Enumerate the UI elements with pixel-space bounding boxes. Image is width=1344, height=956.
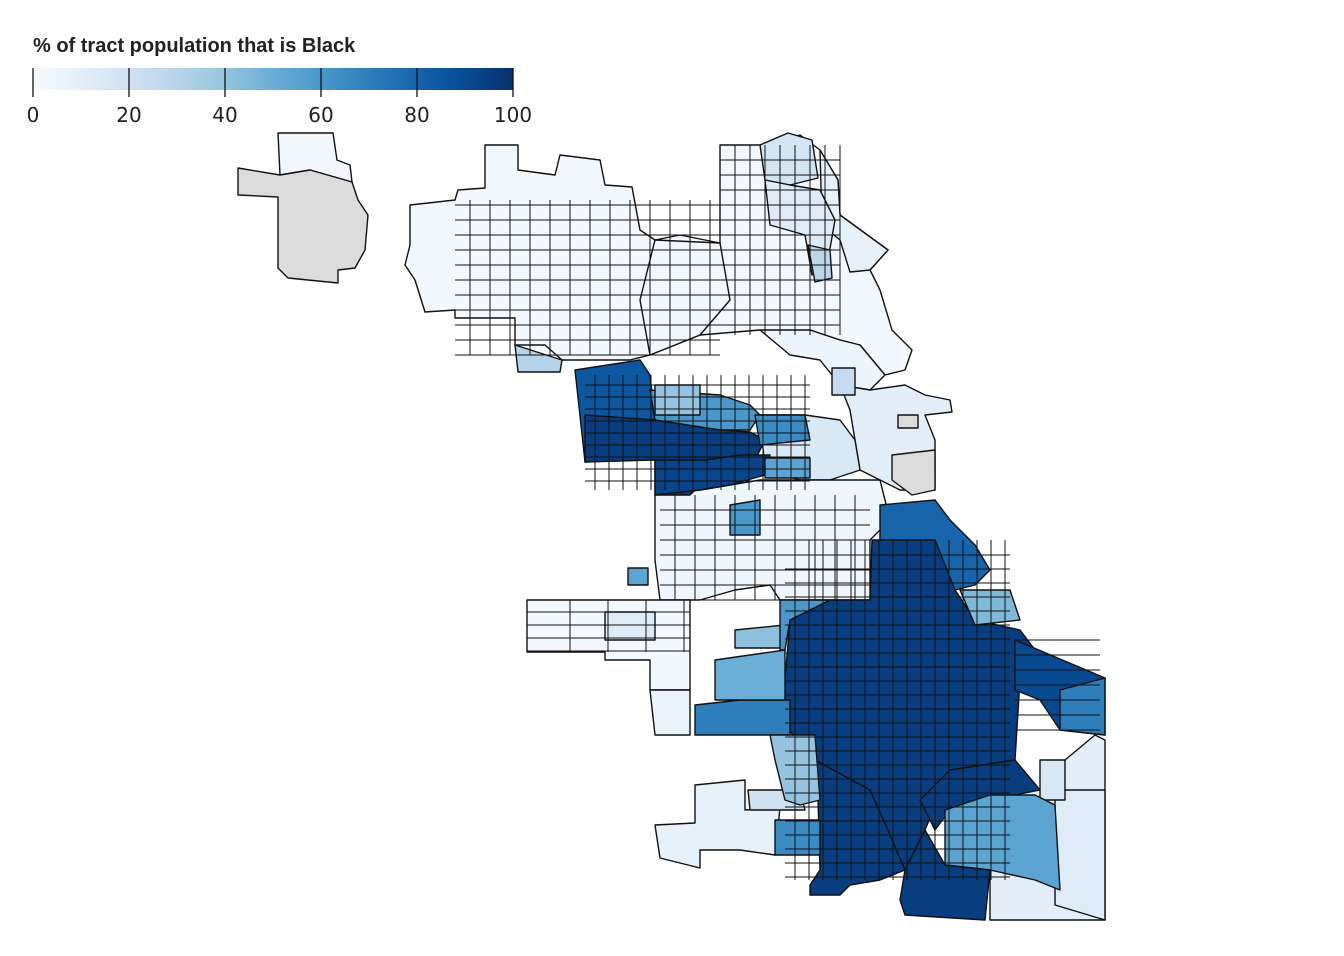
legend-tick-label: 80 [404,103,429,127]
tract-west-lawn [604,611,656,641]
legend-color-ramp [33,68,513,90]
tract-rogers-park [759,132,819,186]
legend-tick-label: 40 [212,103,237,127]
legend-tick-label: 0 [27,103,40,127]
tract-lv-small [627,567,649,586]
tract-ohare-airport [237,167,369,284]
tract-ashburn-east [714,649,786,701]
legend-scale: 0 20 40 60 80 100 [27,68,532,127]
tract-gold-coast [897,414,919,429]
tract-near-northwest-a [639,239,731,356]
color-legend: % of tract population that is Black 0 20 4… [0,0,560,140]
tract-south-chicago-strip [649,689,691,736]
tract-riverdale [899,829,991,921]
tract-west-pullman [809,759,906,896]
tracts-high-share [574,359,1106,921]
tract-chatham-strip [694,699,791,736]
tract-hegewisch-bottom [1054,789,1106,921]
tract-beverly-strip [774,819,821,856]
legend-tick-label: 20 [116,103,141,127]
tract-loop [891,449,936,496]
legend-title: % of tract population that is Black [33,35,356,57]
tract-uptown-strip [807,244,833,283]
legend-tick-label: 100 [494,103,532,127]
tract-southwest-lower [654,779,781,869]
tract-ashburn-strip [734,624,786,649]
tract-near-west-strip [831,367,856,396]
tract-pullman-east [1039,759,1066,801]
tract-boundary-grid [455,145,1100,880]
legend-tick-label: 60 [308,103,333,127]
tract-near-west-blue [754,414,811,446]
tract-south-chicago [1059,677,1106,736]
tract-ukrainian-strip [764,457,811,479]
